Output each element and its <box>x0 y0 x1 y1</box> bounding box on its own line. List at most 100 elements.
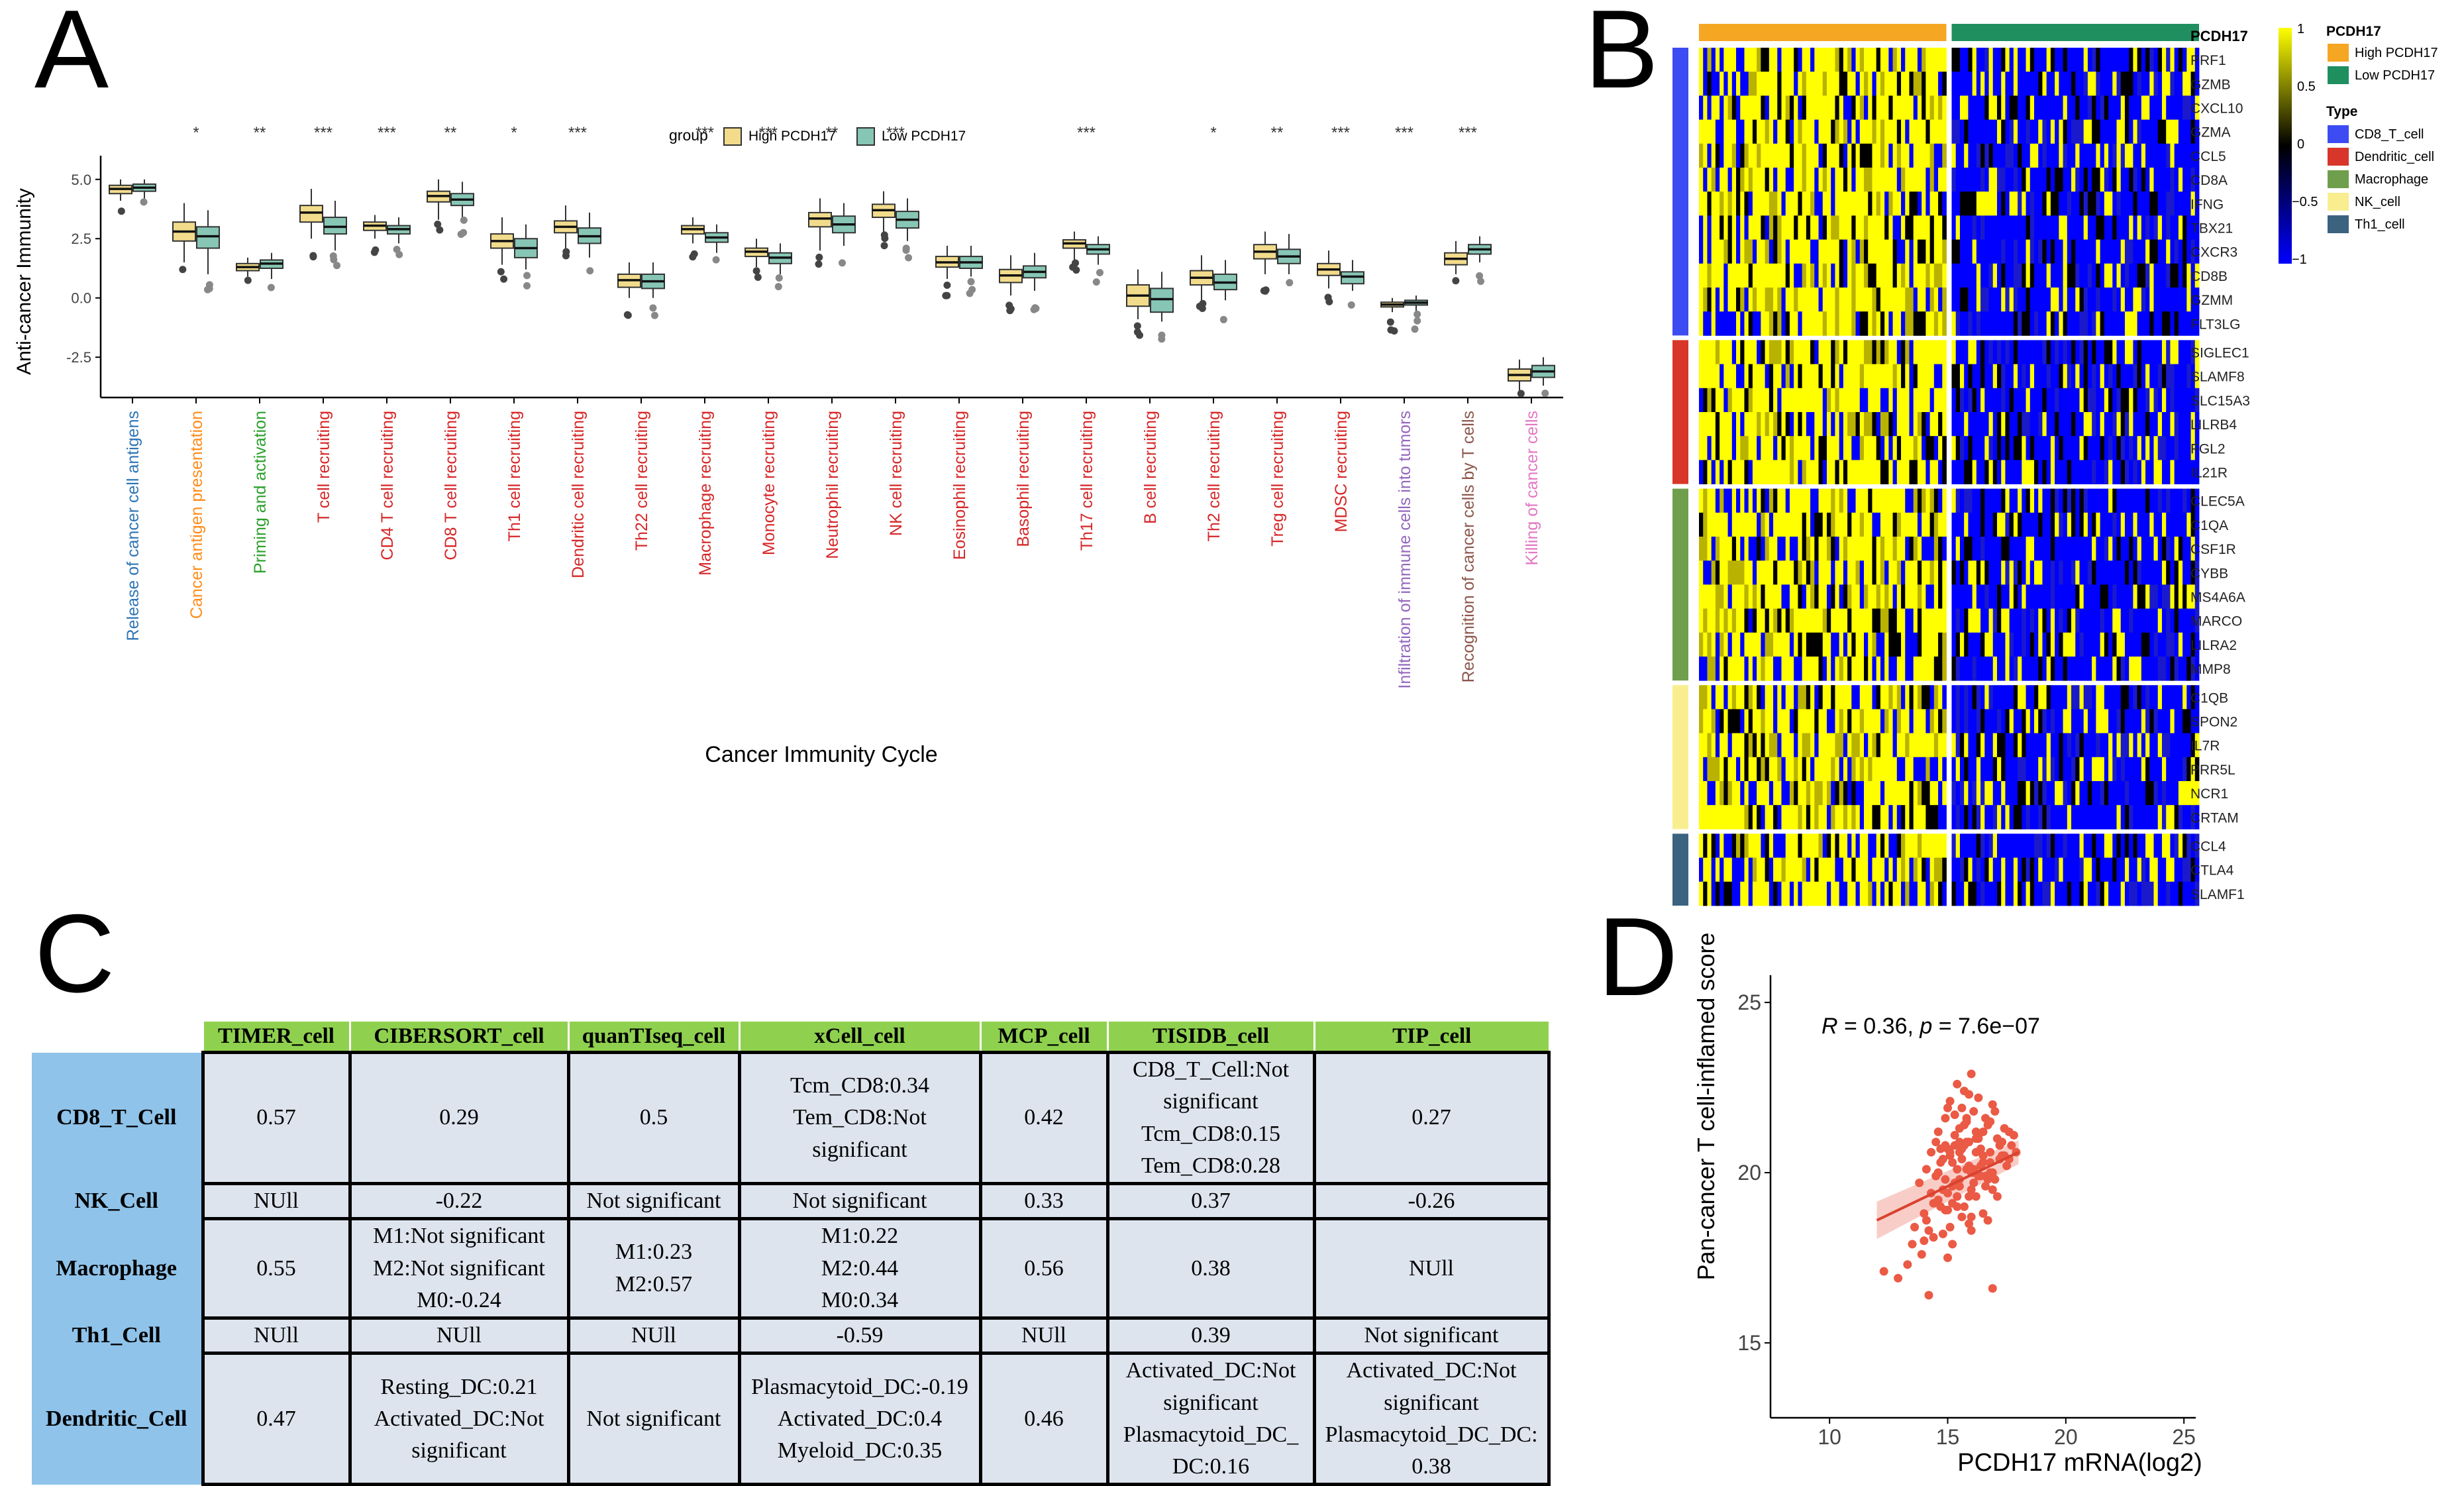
heatmap-cell <box>2133 143 2138 168</box>
legend-swatch-low <box>2328 66 2349 84</box>
heatmap-cell <box>2005 95 2010 120</box>
heatmap-cell <box>1785 311 1790 336</box>
heatmap-cell <box>2009 119 2014 144</box>
heatmap-cell <box>1843 311 1848 336</box>
heatmap-cell <box>1888 460 1893 484</box>
heatmap-cell <box>1855 460 1861 484</box>
heatmap-cell <box>1992 143 1998 168</box>
heatmap-row <box>1699 119 2200 144</box>
heatmap-cell <box>2190 608 2196 633</box>
heatmap-cell <box>1968 881 1973 906</box>
heatmap-cell <box>2092 857 2096 882</box>
heatmap-cell <box>2026 632 2031 657</box>
heatmap-cell <box>2055 584 2059 609</box>
heatmap-cell <box>1976 512 1981 537</box>
heatmap-cell <box>1980 488 1985 513</box>
heatmap-cell <box>1964 560 1969 585</box>
heatmap-cell <box>1839 685 1844 710</box>
heatmap-cell <box>1888 288 1893 312</box>
heatmap-cell <box>2042 608 2047 633</box>
heatmap-cell <box>1984 857 1989 882</box>
heatmap-cell <box>1938 364 1943 389</box>
box-low <box>196 210 220 293</box>
heatmap-cell <box>2166 72 2171 96</box>
heatmap-cell <box>1901 632 1906 657</box>
box-high <box>363 215 387 256</box>
heatmap-cell <box>2145 364 2150 389</box>
outlier <box>372 246 380 254</box>
heatmap-cell <box>1785 512 1790 537</box>
heatmap-cell <box>1731 805 1737 829</box>
heatmap-cell <box>2108 215 2113 240</box>
heatmap-cell <box>2157 119 2163 144</box>
heatmap-cell <box>2149 512 2154 537</box>
heatmap-cell <box>1996 436 2002 460</box>
heatmap-cell <box>2116 288 2122 312</box>
heatmap-cell <box>1855 72 1861 96</box>
heatmap-cell <box>1868 364 1873 389</box>
outlier <box>1219 315 1227 323</box>
heatmap-cell <box>1933 805 1939 829</box>
heatmap-cell <box>1781 72 1786 96</box>
heatmap-cell <box>1715 239 1720 264</box>
heatmap-cell <box>2174 263 2179 288</box>
heatmap-cell <box>2063 119 2068 144</box>
heatmap-cell <box>2042 685 2047 710</box>
heatmap-cell <box>2005 632 2010 657</box>
heatmap-cell <box>2075 657 2080 681</box>
heatmap-cell <box>2071 857 2076 882</box>
heatmap-cell <box>1731 340 1737 364</box>
heatmap-cell <box>1901 95 1906 120</box>
heatmap-cell <box>1992 881 1998 906</box>
heatmap-cell <box>2137 757 2142 782</box>
heatmap-cell <box>1925 263 1930 288</box>
heatmap-cell <box>1761 857 1765 882</box>
heatmap-cell <box>2071 119 2076 144</box>
heatmap-cell <box>1703 560 1708 585</box>
heatmap-cell <box>2149 488 2154 513</box>
panel-label-c: C <box>34 891 115 1016</box>
heatmap-cell <box>1922 733 1926 758</box>
heatmap-cell <box>1761 757 1765 782</box>
heatmap-cell <box>2087 436 2092 460</box>
heatmap-cell <box>1888 833 1893 858</box>
heatmap-cell <box>1922 805 1926 829</box>
heatmap-cell <box>1744 833 1749 858</box>
heatmap-cell <box>1925 288 1930 312</box>
heatmap-cell <box>1951 340 1957 364</box>
heatmap-cell <box>1988 709 1994 733</box>
heatmap-cell <box>2063 239 2068 264</box>
heatmap-cell <box>1818 460 1823 484</box>
heatmap-cell <box>1909 881 1914 906</box>
heatmap-cell <box>2124 512 2130 537</box>
heatmap-cell <box>1769 608 1774 633</box>
heatmap-cell <box>1968 436 1973 460</box>
scatter-point <box>1981 1182 1990 1191</box>
heatmap-cell <box>1992 512 1998 537</box>
heatmap-cell <box>1901 119 1906 144</box>
heatmap-cell <box>1876 143 1881 168</box>
heatmap-cell <box>2190 364 2196 389</box>
scatter-point <box>1969 1107 1978 1116</box>
heatmap-cell <box>1789 584 1794 609</box>
heatmap-cell <box>2071 805 2076 829</box>
heatmap-cell <box>1955 239 1961 264</box>
heatmap-cell <box>1773 608 1778 633</box>
heatmap-cell <box>2108 263 2113 288</box>
heatmap-cell <box>1929 263 1935 288</box>
heatmap-cell <box>1968 781 1973 806</box>
panel-label-b: B <box>1584 0 1659 111</box>
heatmap-cell <box>1736 311 1741 336</box>
heatmap-cell <box>2046 512 2051 537</box>
heatmap-cell <box>1707 460 1712 484</box>
heatmap-cell <box>1922 288 1926 312</box>
heatmap-cell <box>1876 757 1881 782</box>
heatmap-cell <box>1996 537 2002 561</box>
heatmap-cell <box>1781 119 1786 144</box>
heatmap-cell <box>1876 340 1881 364</box>
heatmap-cell <box>1752 685 1757 710</box>
heatmap-cell <box>1798 560 1803 585</box>
significance-label: ** <box>254 124 266 142</box>
heatmap-cell <box>1839 460 1844 484</box>
heatmap-cell <box>2001 733 2006 758</box>
